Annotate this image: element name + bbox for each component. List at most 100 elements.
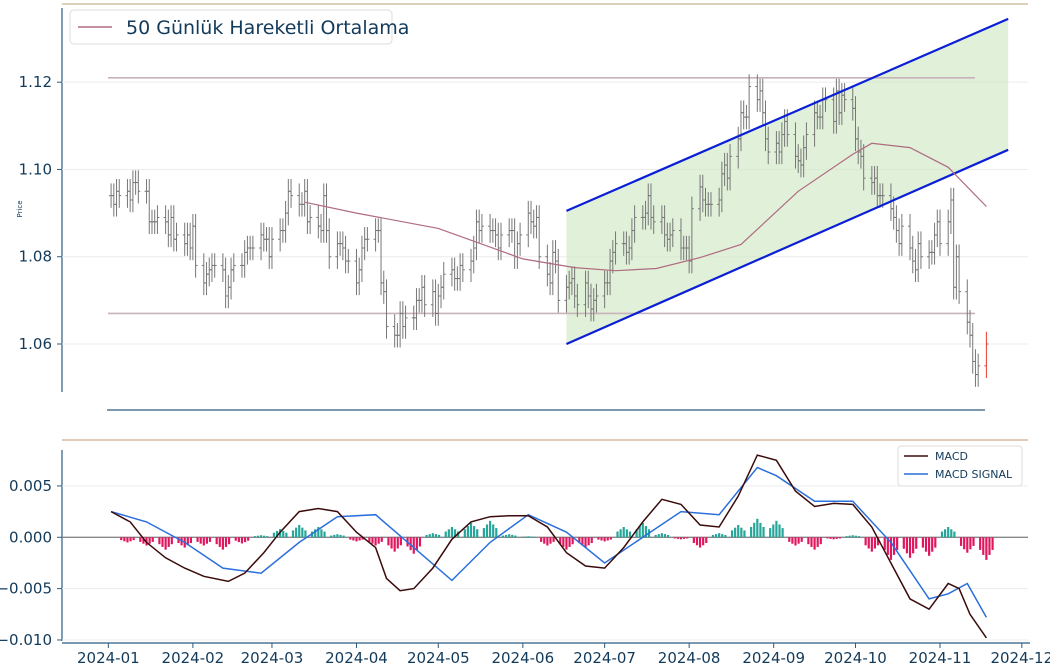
macd-ytick-label: −0.005: [0, 580, 52, 598]
histogram-bar: [756, 518, 759, 538]
histogram-bar: [762, 526, 765, 538]
legend-signal-label: MACD SIGNAL: [935, 468, 1013, 481]
histogram-bar: [635, 529, 638, 538]
histogram-bar: [559, 537, 562, 545]
histogram-bar: [578, 537, 581, 544]
histogram-bar: [959, 537, 963, 546]
histogram-bar: [476, 529, 479, 538]
histogram-bar: [816, 537, 819, 547]
histogram-bar: [148, 537, 151, 544]
histogram-bar: [905, 537, 909, 554]
date-xtick-label: 2024-07: [573, 649, 636, 666]
legend-ma-label: 50 Günlük Hareketli Ortalama: [126, 17, 409, 39]
histogram-bar: [628, 531, 632, 538]
histogram-bar: [644, 526, 647, 538]
histogram-bar: [463, 529, 466, 538]
histogram-bar: [737, 524, 740, 538]
histogram-bar: [730, 530, 734, 538]
histogram-bar: [947, 527, 950, 538]
histogram-bar: [791, 537, 794, 544]
histogram-bar: [177, 537, 180, 544]
histogram-bar: [590, 537, 593, 544]
histogram-bar: [769, 528, 772, 538]
histogram-bar: [552, 537, 555, 542]
histogram-bar: [368, 537, 371, 542]
histogram-bar: [202, 537, 205, 546]
histogram-bar: [380, 537, 383, 542]
histogram-bar: [924, 537, 928, 552]
histogram-bar: [982, 537, 985, 555]
histogram-bar: [508, 534, 511, 538]
histogram-bar: [848, 535, 851, 538]
histogram-bar: [794, 537, 797, 546]
histogram-bar: [724, 534, 727, 538]
histogram-bar: [753, 522, 756, 538]
macd-ytick-label: 0.005: [9, 477, 52, 495]
histogram-bar: [418, 537, 422, 547]
histogram-bar: [301, 527, 304, 538]
histogram-bar: [807, 537, 810, 545]
histogram-bar: [482, 528, 486, 538]
histogram-bar: [979, 537, 982, 550]
histogram-bar: [189, 537, 193, 544]
macd-legend-box: [897, 445, 1023, 487]
histogram-bar: [714, 534, 718, 538]
date-xtick-label: 2024-10: [824, 649, 887, 666]
histogram-bar: [361, 537, 364, 540]
histogram-bar: [781, 528, 784, 538]
histogram-bar: [399, 537, 402, 546]
histogram-bar: [304, 530, 307, 538]
histogram-bar: [196, 537, 199, 542]
histogram-bar: [876, 537, 880, 546]
histogram-bar: [336, 534, 339, 538]
histogram-bar: [450, 527, 454, 538]
histogram-bar: [291, 530, 295, 538]
histogram-bar: [546, 537, 549, 546]
histogram-bar: [581, 537, 584, 546]
histogram-bar: [243, 537, 247, 543]
histogram-bar: [778, 524, 781, 538]
histogram-bar: [495, 528, 498, 538]
histogram-bar: [295, 527, 298, 538]
histogram-bar: [533, 536, 536, 538]
histogram-bar: [705, 537, 708, 544]
histogram-bar: [428, 534, 431, 538]
histogram-bar: [412, 537, 415, 554]
date-xtick-label: 2024-09: [742, 649, 805, 666]
price-ytick-label: 1.06: [19, 335, 52, 353]
histogram-bar: [838, 537, 841, 539]
histogram-bar: [915, 537, 918, 549]
date-xtick-label: 2024-08: [658, 649, 721, 666]
histogram-bar: [396, 537, 399, 549]
histogram-bar: [663, 534, 667, 538]
histogram-bar: [215, 537, 218, 545]
price-ytick-label: 1.08: [19, 248, 52, 266]
histogram-bar: [587, 537, 590, 546]
histogram-bar: [851, 535, 854, 538]
histogram-bar: [126, 537, 129, 543]
histogram-bar: [158, 537, 161, 545]
histogram-bar: [676, 537, 679, 539]
histogram-bar: [142, 537, 145, 544]
histogram-bar: [409, 537, 412, 551]
histogram-bar: [679, 537, 683, 540]
histogram-bar: [562, 537, 565, 547]
histogram-bar: [711, 534, 715, 538]
price-ytick-label: 1.12: [19, 73, 52, 91]
histogram-bar: [584, 537, 587, 548]
histogram-bar: [342, 535, 345, 538]
histogram-bar: [132, 537, 135, 541]
histogram-bar: [247, 537, 250, 541]
histogram-bar: [902, 537, 905, 549]
histogram-bar: [234, 537, 237, 541]
histogram-bar: [928, 537, 931, 556]
histogram-bar: [320, 529, 323, 538]
histogram-bar: [867, 537, 870, 549]
histogram-bar: [638, 526, 641, 538]
histogram-bar: [358, 537, 361, 541]
histogram-bar: [600, 537, 603, 541]
histogram-bar: [352, 537, 355, 541]
histogram-bar: [355, 537, 358, 542]
histogram-bar: [718, 533, 721, 538]
